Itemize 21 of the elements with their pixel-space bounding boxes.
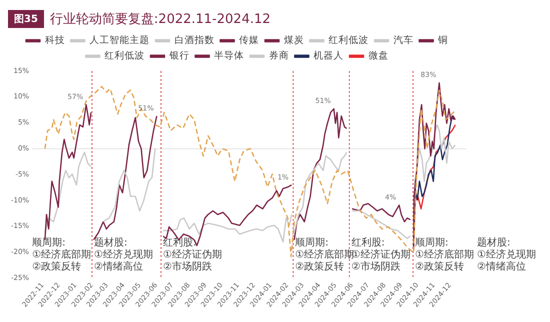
annotation: 顺周期: ①经济底部期 ②政策反转 <box>32 236 92 272</box>
legend-label: 微盘 <box>368 50 388 62</box>
annotation: 顺周期: ①经济底部期 ②政策反转 <box>415 236 474 272</box>
legend-label: 红利低波 <box>104 50 144 62</box>
legend-label: 半导体 <box>214 50 244 62</box>
legend-label: 传媒 <box>239 35 259 46</box>
legend-label: 汽车 <box>393 34 414 46</box>
chart-title: 行业轮动简要复盘:2022.11-2024.12 <box>50 11 271 28</box>
legend-label: 银行 <box>168 50 190 62</box>
text: 题材股: ①经济兑现期 ②情绪高位 <box>477 236 536 272</box>
legend-label: 机器人 <box>314 50 344 62</box>
caption: 图35 <box>8 10 44 28</box>
legend-label: 铜 <box>437 35 448 46</box>
legend-label: 煤炭 <box>284 34 304 46</box>
legend-label: 白酒指数 <box>174 34 214 46</box>
annotation: 题材股: ①经济兑现期 ②情绪高位 <box>94 236 153 272</box>
annotation: 红利股: ①经济证伪期 ②市场阴跌 <box>163 236 222 272</box>
legend-label: 券商 <box>268 50 289 62</box>
legend-label: 人工智能主题 <box>90 34 150 46</box>
legend-label: 科技 <box>44 34 65 46</box>
legend-label: 红利低波 <box>328 34 368 46</box>
